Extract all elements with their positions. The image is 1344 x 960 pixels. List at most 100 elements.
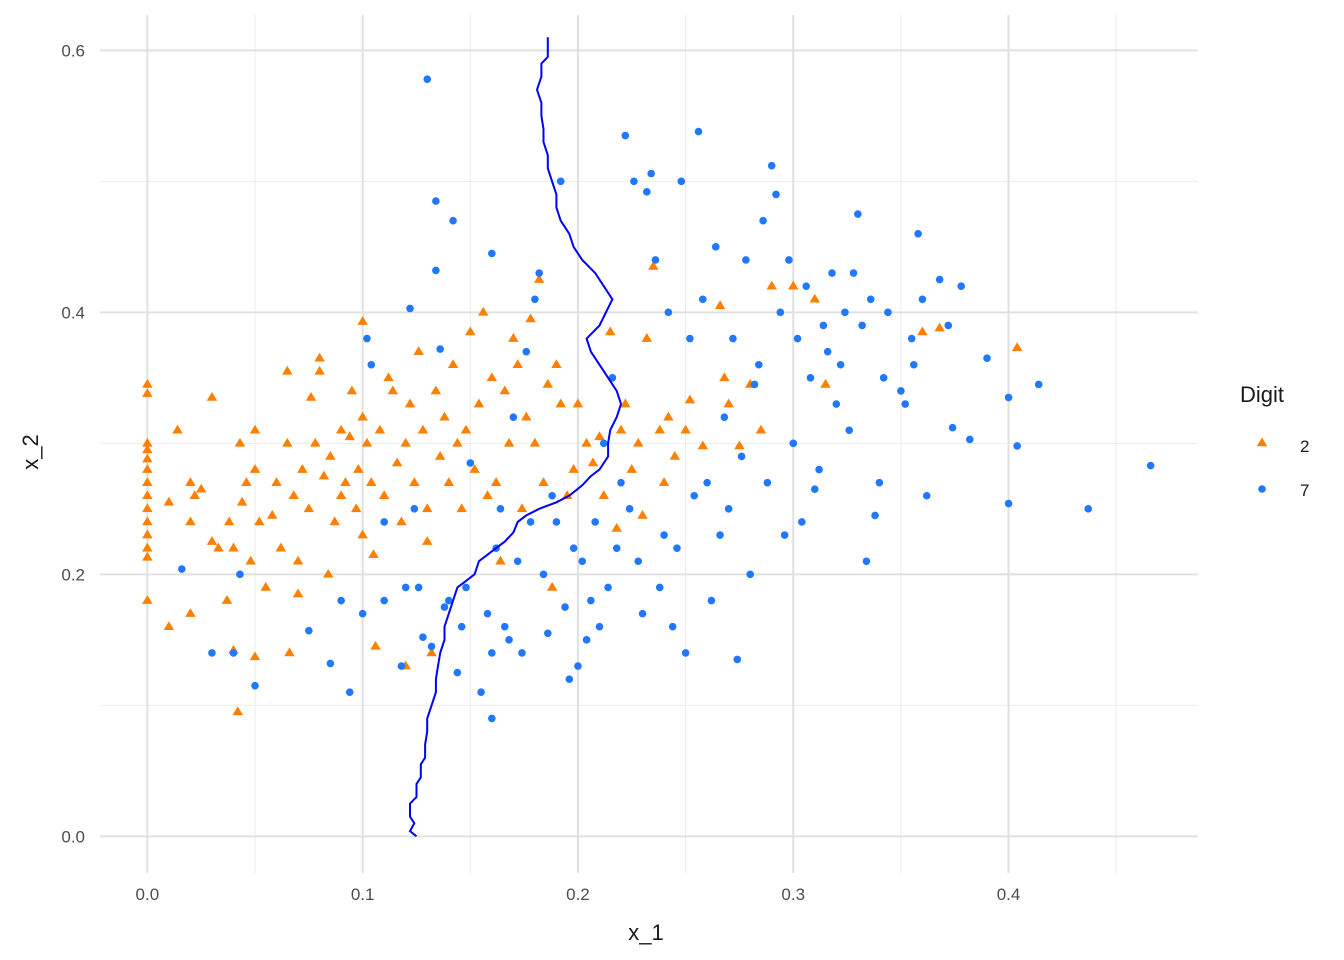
point-digit-7 <box>630 177 638 186</box>
point-digit-7 <box>612 544 621 552</box>
point-digit-7 <box>561 603 569 611</box>
point-digit-2 <box>512 359 523 369</box>
point-digit-7 <box>638 609 647 618</box>
point-digit-2 <box>620 398 631 408</box>
point-digit-7 <box>367 360 376 369</box>
point-digit-2 <box>658 477 670 486</box>
point-digit-7 <box>251 681 259 690</box>
point-digit-2 <box>288 490 299 500</box>
point-digit-2 <box>503 437 515 447</box>
point-digit-7 <box>634 557 643 566</box>
point-digit-7 <box>948 423 957 432</box>
point-digit-2 <box>508 333 519 342</box>
legend-label-7: 7 <box>1300 481 1309 500</box>
point-digit-7 <box>1146 461 1155 470</box>
point-digit-2 <box>370 640 381 650</box>
point-digit-2 <box>329 516 340 526</box>
point-digit-7 <box>793 334 802 343</box>
point-digit-2 <box>443 477 455 486</box>
point-digit-2 <box>734 440 745 450</box>
point-digit-2 <box>396 516 407 526</box>
point-digit-2 <box>387 385 399 395</box>
point-digit-2 <box>249 424 261 434</box>
point-digit-2 <box>340 477 351 486</box>
point-digit-7 <box>703 478 711 487</box>
point-digit-7 <box>363 334 371 343</box>
point-digit-7 <box>707 596 716 605</box>
point-digit-7 <box>599 439 608 448</box>
point-digit-7 <box>810 485 819 493</box>
point-digit-2 <box>142 503 153 513</box>
point-digit-2 <box>232 706 244 716</box>
point-digit-7 <box>798 518 806 526</box>
point-digit-7 <box>582 636 591 644</box>
point-digit-2 <box>486 372 498 382</box>
point-digit-7 <box>488 714 496 723</box>
point-digit-7 <box>897 387 905 395</box>
point-digit-7 <box>780 531 789 539</box>
point-digit-7 <box>841 308 849 317</box>
point-digit-2 <box>350 503 362 513</box>
point-digit-2 <box>495 555 506 565</box>
point-digit-7 <box>914 229 922 238</box>
legend: Digit 2 7 <box>1240 382 1309 500</box>
point-digit-2 <box>723 398 734 408</box>
point-digit-2 <box>587 457 599 467</box>
point-digit-7 <box>716 531 724 539</box>
point-digit-2 <box>417 424 429 434</box>
point-digit-2 <box>318 470 330 480</box>
point-digit-2 <box>292 555 304 565</box>
point-digit-2 <box>654 424 665 434</box>
point-digit-7 <box>345 688 354 697</box>
point-digit-2 <box>357 411 368 421</box>
point-digit-7 <box>604 583 612 592</box>
point-digit-7 <box>625 505 634 513</box>
point-digit-7 <box>742 256 750 264</box>
point-digit-7 <box>711 243 720 251</box>
point-digit-7 <box>806 374 815 382</box>
point-digit-2 <box>142 529 153 539</box>
point-digit-2 <box>297 464 308 473</box>
point-digit-2 <box>594 431 605 441</box>
point-digit-2 <box>185 477 196 486</box>
point-digit-2 <box>641 333 653 342</box>
point-digit-2 <box>465 326 476 336</box>
point-digit-7 <box>617 478 625 487</box>
point-digit-7 <box>720 413 729 421</box>
point-digit-7 <box>922 491 931 500</box>
x-tick-labels: 0.0 0.1 0.2 0.3 0.4 <box>136 885 1021 904</box>
point-digit-7 <box>444 596 453 605</box>
point-digit-7 <box>983 354 991 363</box>
point-digit-7 <box>668 622 677 631</box>
point-digit-2 <box>697 440 709 450</box>
point-digit-7 <box>686 334 694 343</box>
point-digit-7 <box>879 374 888 382</box>
point-digit-7 <box>957 282 965 290</box>
point-digit-7 <box>505 636 513 644</box>
point-digit-7 <box>432 197 440 205</box>
point-digit-2 <box>551 359 562 369</box>
x-tick-label: 0.0 <box>136 885 160 904</box>
point-digit-2 <box>473 398 485 408</box>
point-digit-2 <box>669 450 681 460</box>
point-digit-2 <box>378 490 390 500</box>
point-digit-7 <box>660 531 668 539</box>
point-digit-7 <box>776 308 785 317</box>
point-digit-2 <box>391 457 403 467</box>
point-digit-7 <box>690 491 699 500</box>
point-digit-2 <box>460 424 472 434</box>
point-digit-7 <box>229 649 238 657</box>
decision-boundary-line <box>408 37 623 838</box>
point-digit-2 <box>142 437 153 447</box>
point-digit-2 <box>555 398 566 408</box>
point-digit-2 <box>409 477 420 486</box>
point-digit-2 <box>282 437 293 447</box>
point-digit-2 <box>292 588 304 598</box>
point-digit-7 <box>414 583 423 592</box>
point-digit-2 <box>236 496 248 506</box>
legend-label-2: 2 <box>1300 437 1309 456</box>
point-digit-2 <box>533 274 545 283</box>
point-digit-2 <box>374 424 386 434</box>
point-digit-7 <box>755 360 763 369</box>
point-digit-2 <box>934 322 945 332</box>
